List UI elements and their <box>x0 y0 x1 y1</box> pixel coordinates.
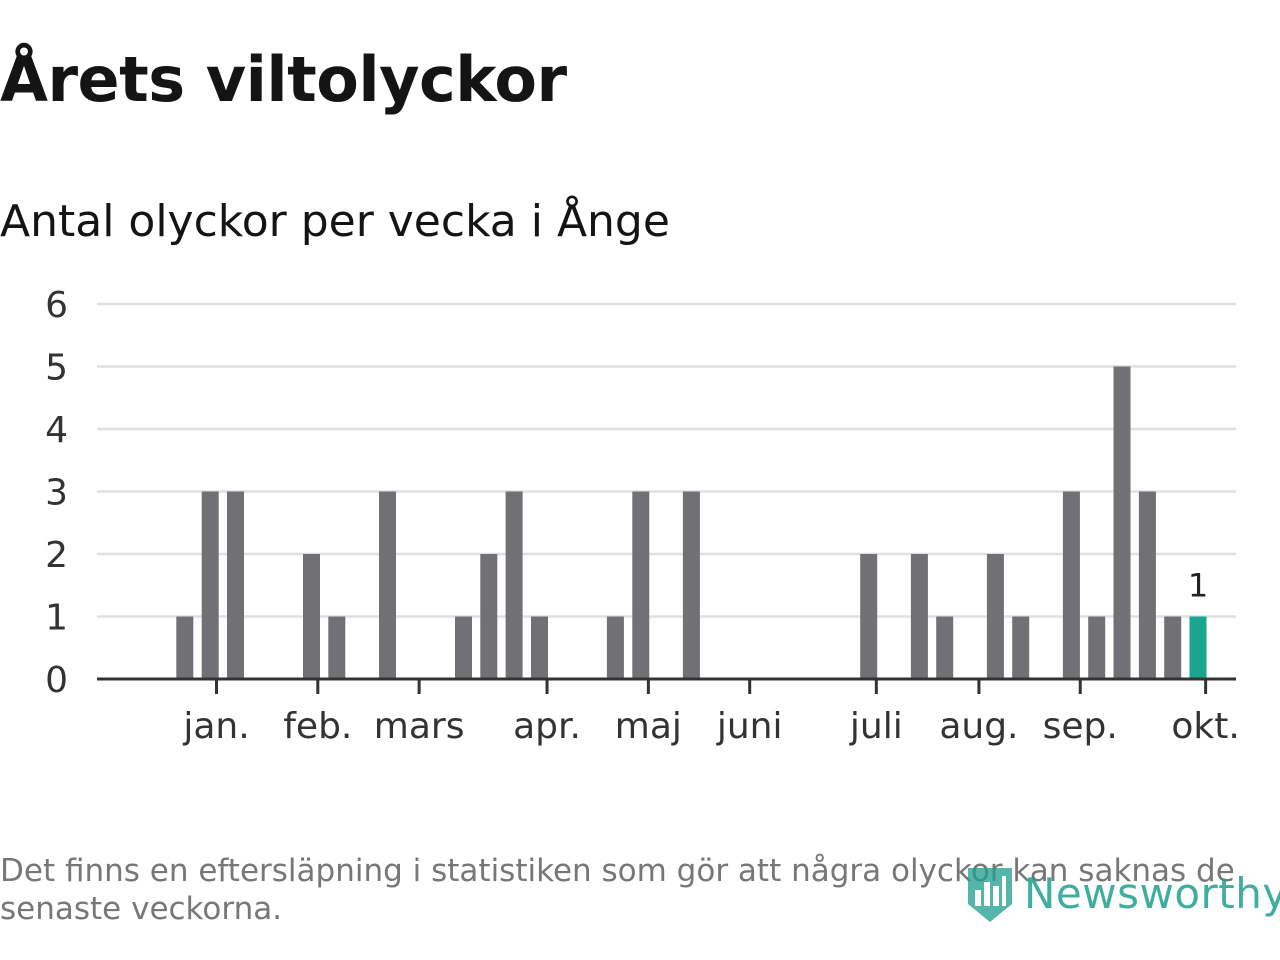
y-tick-label: 6 <box>45 285 68 326</box>
bar <box>682 491 700 679</box>
x-tick-label: juni <box>716 706 783 747</box>
x-tick-label: aug. <box>939 706 1018 747</box>
x-tick-label: feb. <box>283 706 352 747</box>
bar <box>531 616 548 679</box>
bar <box>936 616 954 679</box>
y-tick-label: 0 <box>45 660 68 701</box>
y-tick-label: 1 <box>45 598 68 639</box>
x-tick-label: sep. <box>1043 706 1118 747</box>
bar <box>986 554 1004 679</box>
bar <box>1113 366 1131 679</box>
bar <box>1012 616 1030 679</box>
bar <box>1088 616 1106 679</box>
bar <box>379 491 396 679</box>
bar <box>860 554 878 679</box>
x-axis-ticks: jan. feb. mars apr. maj juni juli aug. sep. okt. <box>182 679 1240 747</box>
newsworthy-logo-icon <box>968 868 1012 922</box>
bar <box>303 554 320 679</box>
y-tick-label: 4 <box>45 410 68 451</box>
grid-lines <box>97 302 1236 618</box>
bar <box>505 491 523 679</box>
bar <box>1138 491 1156 679</box>
bar <box>455 616 472 679</box>
bar <box>480 554 498 679</box>
x-tick-label: mars <box>374 706 465 747</box>
data-labels: 1 <box>1188 567 1208 605</box>
x-tick-label: juli <box>849 706 903 747</box>
y-tick-label: 2 <box>45 535 68 576</box>
chart-title: Årets viltolyckor <box>0 43 567 116</box>
brand-name: Newsworthy <box>1024 868 1280 918</box>
footnote: Det finns en eftersläpning i statistiken… <box>0 853 1235 927</box>
y-axis-ticks: 0 1 2 3 4 5 6 <box>45 285 68 701</box>
bar <box>1062 491 1080 679</box>
x-tick-label: jan. <box>182 706 249 747</box>
bar <box>227 491 244 679</box>
bars <box>176 366 1207 679</box>
y-tick-label: 3 <box>45 473 68 514</box>
x-tick-label: maj <box>615 706 682 747</box>
bar <box>632 491 650 679</box>
x-tick-label: apr. <box>513 706 581 747</box>
bar <box>606 616 624 679</box>
bar <box>201 491 219 679</box>
weekly-accidents-bar-chart: 0 1 2 3 4 5 6 jan. feb. mars apr. maj juni juli aug. s… <box>45 285 1240 747</box>
x-tick-label: okt. <box>1171 706 1239 747</box>
bar <box>1164 616 1182 679</box>
bar <box>328 616 346 679</box>
chart-subtitle: Antal olyckor per vecka i Ånge <box>0 196 670 247</box>
y-tick-label: 5 <box>45 348 68 389</box>
highlight-data-label: 1 <box>1188 567 1208 605</box>
newsworthy-brand: Newsworthy <box>964 858 1280 928</box>
bar <box>176 616 194 679</box>
bar-highlight <box>1189 616 1207 679</box>
bar <box>910 554 928 679</box>
